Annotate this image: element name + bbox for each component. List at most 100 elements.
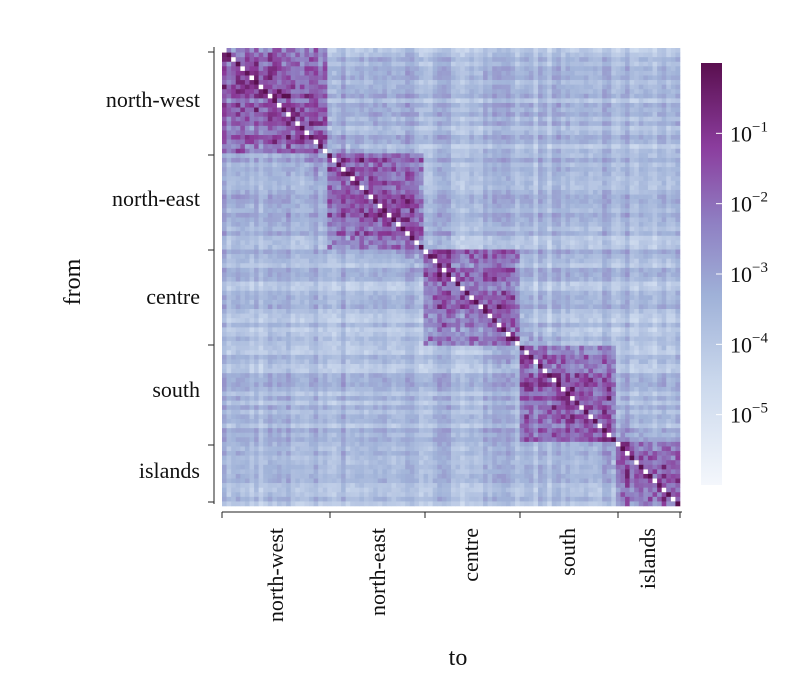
heatmap-cell <box>588 258 594 264</box>
heatmap-cell <box>515 144 520 150</box>
heatmap-cell <box>414 93 420 99</box>
heatmap-cell <box>290 121 296 127</box>
heatmap-cell <box>647 144 653 150</box>
heatmap-cell <box>336 61 342 67</box>
heatmap-cell <box>510 48 516 53</box>
heatmap-cell <box>565 267 571 273</box>
heatmap-cell <box>496 93 502 99</box>
heatmap-cell <box>647 244 653 250</box>
heatmap-cell <box>281 148 287 154</box>
heatmap-cell <box>341 61 346 67</box>
heatmap-cell <box>455 84 461 90</box>
heatmap-cell <box>299 240 305 246</box>
heatmap-cell <box>423 135 429 140</box>
heatmap-cell <box>331 66 337 72</box>
heatmap-cell <box>341 254 346 259</box>
heatmap-cell <box>341 139 346 145</box>
heatmap-cell <box>231 75 237 81</box>
heatmap-cell <box>675 135 681 140</box>
heatmap-cell <box>244 57 250 63</box>
heatmap-cell <box>432 244 438 250</box>
heatmap-cell <box>377 116 383 122</box>
heatmap-cell <box>405 167 411 172</box>
heatmap-cell <box>423 199 429 205</box>
heatmap-cell <box>258 107 264 113</box>
heatmap-cell <box>487 203 493 209</box>
heatmap-cell <box>597 231 603 237</box>
heatmap-cell <box>451 185 456 191</box>
heatmap-cell <box>483 153 488 159</box>
heatmap-cell <box>551 48 557 53</box>
heatmap-cell <box>583 107 589 113</box>
heatmap-cell <box>510 231 516 237</box>
heatmap-cell <box>377 176 383 182</box>
heatmap-cell <box>363 189 369 195</box>
heatmap-cell <box>643 231 649 237</box>
heatmap-cell <box>574 176 580 182</box>
heatmap-cell <box>386 116 392 122</box>
heatmap-cell <box>418 112 424 117</box>
heatmap-cell <box>368 199 374 205</box>
heatmap-cell <box>565 98 571 104</box>
heatmap-cell <box>368 176 374 182</box>
heatmap-cell <box>295 240 301 246</box>
heatmap-cell <box>327 130 333 136</box>
heatmap-cell <box>226 194 232 200</box>
heatmap-cell <box>226 107 232 113</box>
heatmap-cell <box>428 167 433 172</box>
heatmap-cell <box>551 102 557 108</box>
heatmap-cell <box>286 80 291 85</box>
heatmap-cell <box>524 212 530 218</box>
heatmap-cell <box>519 61 525 67</box>
heatmap-cell <box>377 185 383 191</box>
heatmap-cell <box>602 157 608 163</box>
heatmap-cell <box>345 107 351 113</box>
heatmap-cell <box>373 102 379 108</box>
heatmap-cell <box>258 48 264 53</box>
heatmap-cell <box>519 254 525 259</box>
heatmap-cell <box>240 89 246 95</box>
heatmap-cell <box>460 153 466 159</box>
heatmap-cell <box>565 231 571 237</box>
heatmap-cell <box>299 75 305 81</box>
heatmap-cell <box>363 66 369 72</box>
heatmap-cell <box>615 194 621 200</box>
heatmap-cell <box>226 240 232 246</box>
heatmap-cell <box>496 70 502 76</box>
heatmap-cell <box>309 130 314 136</box>
heatmap-cell <box>505 263 511 269</box>
heatmap-cell <box>409 157 415 163</box>
heatmap-cell <box>515 263 520 269</box>
heatmap-cell <box>460 212 466 218</box>
heatmap-cell <box>625 139 630 145</box>
heatmap-cell <box>666 194 672 200</box>
heatmap-cell <box>231 263 237 269</box>
heatmap-cell <box>592 80 598 85</box>
heatmap-cell <box>625 176 630 182</box>
heatmap-cell <box>657 194 662 200</box>
heatmap-cell <box>643 157 649 163</box>
heatmap-cell <box>249 57 255 63</box>
heatmap-cell <box>345 98 351 104</box>
heatmap-cell <box>377 272 383 278</box>
heatmap-cell <box>354 116 360 122</box>
heatmap-cell <box>267 212 273 218</box>
heatmap-cell <box>538 57 543 63</box>
heatmap-cell <box>414 135 420 140</box>
heatmap-cell <box>547 61 553 67</box>
heatmap-cell <box>331 98 337 104</box>
heatmap-cell <box>492 212 498 218</box>
heatmap-cell <box>377 162 383 168</box>
heatmap-cell <box>441 125 447 131</box>
heatmap-cell <box>350 199 356 205</box>
heatmap-cell <box>620 61 626 67</box>
heatmap-cell <box>602 66 608 72</box>
heatmap-cell <box>675 139 681 145</box>
heatmap-cell <box>405 153 411 159</box>
heatmap-cell <box>359 222 365 227</box>
heatmap-cell <box>464 89 470 95</box>
heatmap-cell <box>391 231 397 237</box>
heatmap-cell <box>574 272 580 278</box>
heatmap-cell <box>588 144 594 150</box>
heatmap-cell <box>602 98 608 104</box>
